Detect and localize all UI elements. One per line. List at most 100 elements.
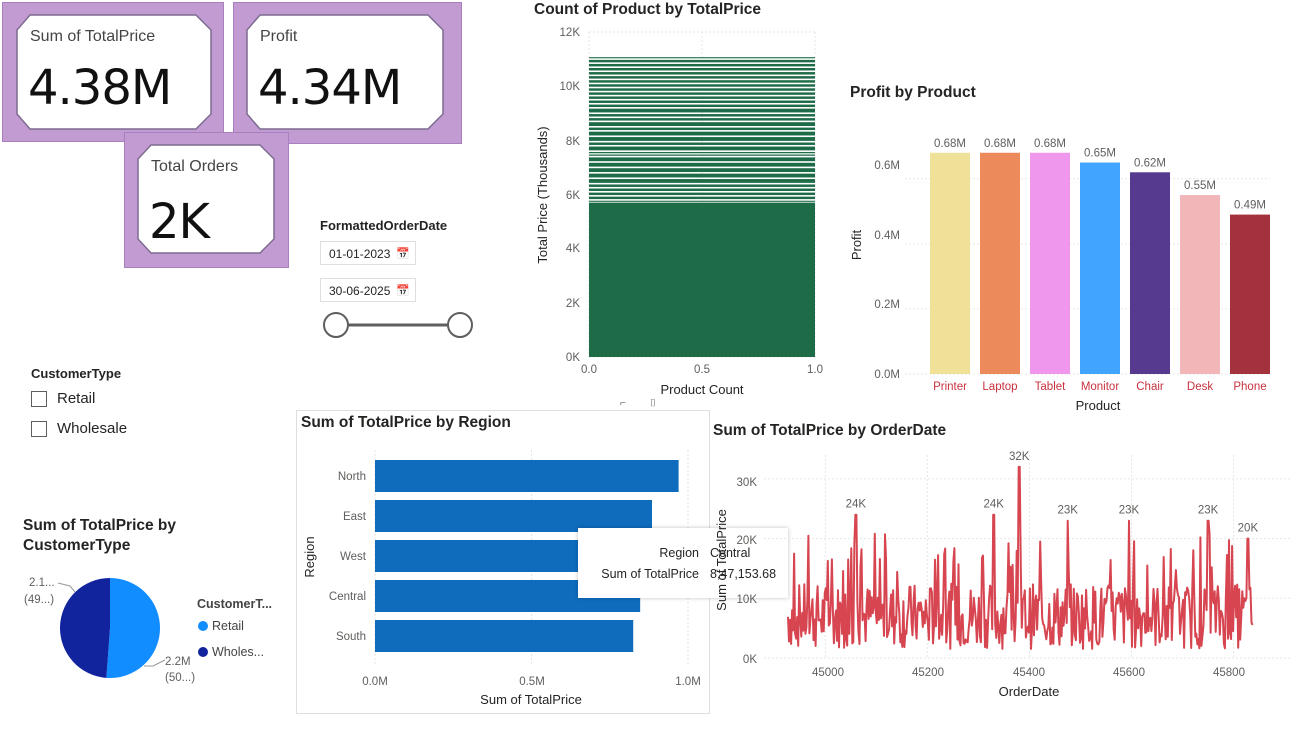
- bar[interactable]: [589, 122, 815, 126]
- date-range-slider[interactable]: [320, 310, 480, 342]
- bar[interactable]: [589, 108, 815, 113]
- bar[interactable]: [589, 142, 815, 145]
- bar[interactable]: [589, 137, 815, 141]
- bar[interactable]: [589, 76, 815, 79]
- bar[interactable]: [589, 146, 815, 151]
- bar[interactable]: [589, 84, 815, 87]
- peak-label: 20K: [1238, 523, 1259, 535]
- pie-title-text: Sum of TotalPrice by CustomerType: [23, 517, 177, 554]
- y-tick: 10K: [737, 594, 758, 606]
- bar[interactable]: [589, 63, 815, 67]
- line-chart[interactable]: 24K 24K 32K 23K 23K 23K 20K 30K 20K 10K 0K 450…: [712, 445, 1302, 705]
- start-date-input[interactable]: 01-01-2023 📅: [320, 241, 416, 265]
- category-label: Chair: [1136, 381, 1164, 393]
- line-series[interactable]: [787, 465, 1254, 650]
- bar-laptop[interactable]: [980, 152, 1020, 374]
- checkbox-box[interactable]: [31, 390, 47, 407]
- bar[interactable]: [589, 179, 815, 183]
- bar[interactable]: [589, 173, 815, 178]
- visual-header-icons[interactable]: ⌐⌷: [620, 398, 680, 409]
- checkbox-box[interactable]: [31, 420, 47, 437]
- bar[interactable]: [589, 72, 815, 75]
- pie-chart[interactable]: 2.1... (49...) 2.2M (50...): [20, 570, 205, 690]
- category-label: Tablet: [1035, 381, 1066, 393]
- tooltip-key: Region: [659, 546, 699, 560]
- bar[interactable]: [589, 118, 815, 121]
- bar[interactable]: [589, 92, 815, 95]
- bar[interactable]: [589, 131, 815, 136]
- calendar-icon[interactable]: 📅: [396, 248, 410, 260]
- bar[interactable]: [589, 168, 815, 173]
- category-label: Laptop: [982, 381, 1017, 393]
- pie-slices[interactable]: [59, 578, 160, 678]
- profit-bar-chart[interactable]: 0.68M 0.68M 0.68M 0.65M 0.62M 0.55M 0.49M Prin…: [845, 110, 1275, 415]
- x-axis-title: Product Count: [660, 382, 743, 397]
- x-tick: 45600: [1113, 667, 1145, 679]
- x-axis-title: Product: [1076, 398, 1121, 413]
- checkbox-retail[interactable]: Retail: [31, 390, 95, 407]
- kpi-card-orders[interactable]: Total Orders 2K: [137, 144, 275, 254]
- y-axis-title: Profit: [849, 229, 864, 260]
- checkbox-label: Wholesale: [57, 420, 128, 437]
- bar[interactable]: [589, 196, 815, 200]
- slider-handle-start[interactable]: [323, 312, 349, 338]
- bar[interactable]: [589, 192, 815, 196]
- bar-monitor[interactable]: [1080, 162, 1120, 374]
- legend-item-retail[interactable]: Retail: [198, 619, 244, 633]
- x-tick: 0.5M: [519, 676, 545, 688]
- bar[interactable]: [589, 59, 815, 63]
- y-tick: 0K: [743, 654, 757, 666]
- region-bars[interactable]: [375, 460, 679, 652]
- calendar-icon[interactable]: 📅: [396, 285, 410, 297]
- bar[interactable]: [589, 104, 815, 108]
- category-label: Central: [329, 591, 366, 603]
- legend-dot: [198, 621, 208, 631]
- bar[interactable]: [589, 157, 815, 162]
- bar[interactable]: [589, 202, 815, 357]
- end-date-value: 30-06-2025: [329, 284, 391, 298]
- date-slicer-title: FormattedOrderDate: [320, 218, 448, 233]
- bar-south[interactable]: [375, 620, 634, 652]
- bar[interactable]: [589, 57, 815, 59]
- bar-east[interactable]: [375, 500, 653, 532]
- bar[interactable]: [589, 80, 815, 83]
- kpi-card-profit[interactable]: Profit 4.34M: [246, 14, 444, 130]
- end-date-input[interactable]: 30-06-2025 📅: [320, 278, 416, 302]
- bar[interactable]: [589, 96, 815, 99]
- peak-label: 24K: [846, 499, 867, 511]
- y-tick: 8K: [566, 136, 580, 148]
- pie-slice-wholesale[interactable]: [59, 578, 110, 678]
- bar[interactable]: [589, 68, 815, 71]
- bar-phone[interactable]: [1230, 214, 1270, 374]
- profit-category-labels: Printer Laptop Tablet Monitor Chair Desk Phone: [933, 381, 1267, 393]
- bar[interactable]: [589, 100, 815, 103]
- bar[interactable]: [589, 184, 815, 187]
- kpi-card-total-price[interactable]: Sum of TotalPrice 4.38M: [16, 14, 212, 130]
- bar[interactable]: [589, 162, 815, 167]
- bar[interactable]: [589, 88, 815, 91]
- bar[interactable]: [589, 188, 815, 191]
- bar-chair[interactable]: [1130, 172, 1170, 374]
- profit-bars[interactable]: [930, 152, 1270, 374]
- checkbox-label: Retail: [57, 390, 96, 407]
- bar-north[interactable]: [375, 460, 679, 492]
- pie-chart-title: Sum of TotalPrice by CustomerType: [23, 516, 223, 556]
- pie-slice-retail[interactable]: [106, 578, 160, 678]
- bar-tablet[interactable]: [1030, 152, 1070, 374]
- bar[interactable]: [589, 200, 815, 202]
- histogram-bars[interactable]: [589, 57, 815, 357]
- slider-handle-end[interactable]: [447, 312, 473, 338]
- region-bar-chart[interactable]: North East West Central South 0.0M 0.5M 1.0M…: [297, 440, 707, 712]
- data-label: 0.68M: [984, 138, 1016, 150]
- checkbox-wholesale[interactable]: Wholesale: [31, 420, 127, 437]
- kpi-label: Sum of TotalPrice: [30, 28, 156, 45]
- bar[interactable]: [589, 127, 815, 131]
- histogram-chart[interactable]: 12K 10K 8K 6K 4K 2K 0K 0.0 0.5 1.0 Produ…: [530, 20, 830, 400]
- card-frame: [246, 14, 444, 130]
- peak-label: 24K: [983, 499, 1004, 511]
- bar-desk[interactable]: [1180, 195, 1220, 374]
- legend-item-wholesale[interactable]: Wholes...: [198, 645, 264, 659]
- bar-printer[interactable]: [930, 152, 970, 374]
- bar[interactable]: [589, 114, 815, 117]
- y-tick: 12K: [560, 27, 581, 39]
